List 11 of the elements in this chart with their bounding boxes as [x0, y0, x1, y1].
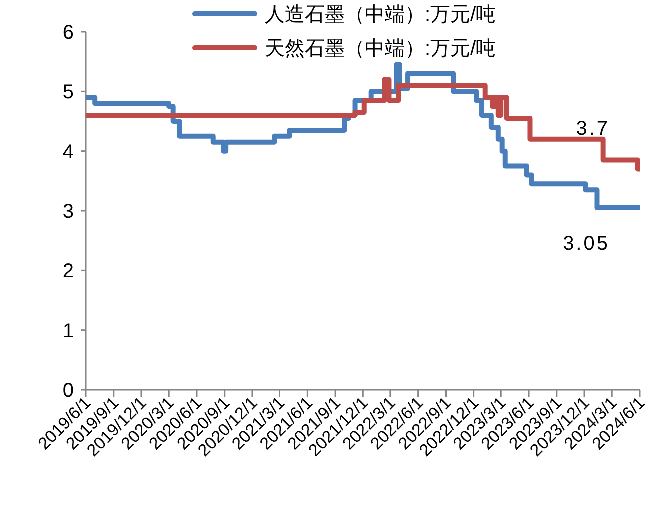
annotation: 3.05	[563, 233, 610, 256]
y-tick-label: 1	[62, 320, 74, 342]
legend-label: 人造石墨（中端）:万元/吨	[265, 4, 496, 26]
y-tick-label: 3	[62, 201, 74, 223]
y-tick-label: 4	[62, 141, 74, 164]
y-tick-label: 6	[62, 22, 74, 44]
y-tick-label: 5	[62, 82, 74, 104]
legend-label: 天然石墨（中端）:万元/吨	[265, 38, 496, 60]
y-tick-label: 2	[62, 260, 74, 283]
y-tick-label: 0	[62, 380, 74, 402]
annotation: 3.7	[576, 118, 610, 140]
